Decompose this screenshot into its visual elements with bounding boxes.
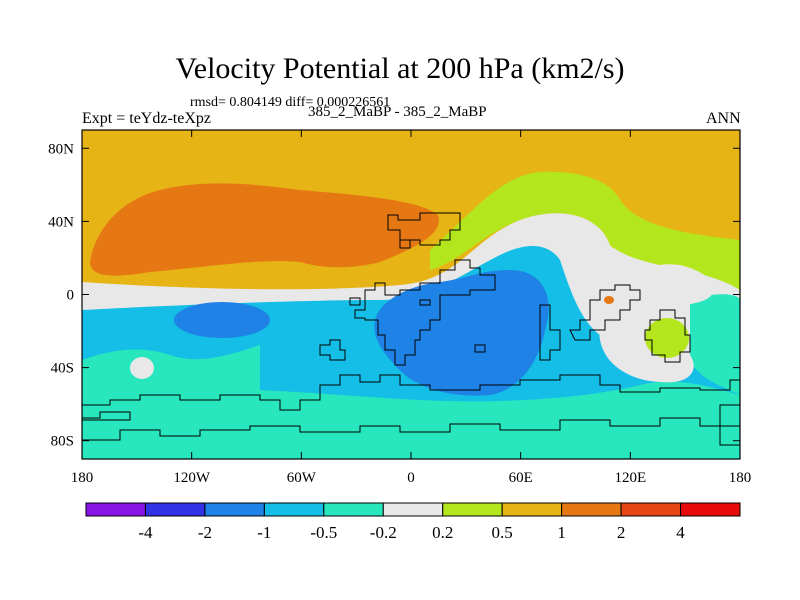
colorbar-label: -0.5: [310, 523, 337, 542]
colorbar-swatch: [620, 502, 682, 517]
colorbar-swatch: [680, 502, 741, 517]
colorbar-label: 2: [617, 523, 626, 542]
colorbar-label: -2: [198, 523, 212, 542]
axes: 180 120W 60W 0 60E 120E 180 80N 40N 0 40S 80S: [48, 130, 751, 486]
region-white-patch-1: [130, 357, 154, 379]
colorbar-swatch: [144, 502, 206, 517]
colorbar-label: -1: [257, 523, 271, 542]
x-tick-label: 180: [71, 470, 94, 486]
x-tick-label: 0: [407, 470, 415, 486]
colorbar-swatch: [204, 502, 265, 517]
region-small-maximum: [604, 296, 614, 304]
experiment-label: Expt = teYdz-teXpz: [82, 110, 211, 127]
colorbar-swatch: [323, 502, 384, 517]
colorbar-label: -4: [138, 523, 153, 542]
colorbar-swatch: [85, 502, 146, 517]
colorbar: -4 -2 -1 -0.5 -0.2 0.2 0.5 1 2 4: [85, 502, 741, 542]
x-tick-label: 120E: [614, 470, 646, 486]
x-tick-label: 180: [729, 470, 752, 486]
y-tick-label: 80N: [48, 141, 74, 157]
case-label: 385_2_MaBP - 385_2_MaBP: [308, 104, 487, 120]
x-tick-label: 60E: [509, 470, 533, 486]
y-tick-label: 40N: [48, 214, 74, 230]
region-africa-indian-minimum: [374, 270, 549, 396]
y-tick-label: 0: [67, 288, 75, 304]
region-green-spot: [645, 318, 689, 358]
x-tick-label: 120W: [173, 470, 211, 486]
contour-fill: [82, 130, 740, 459]
stats-label: rmsd= 0.804149 diff= 0.000226561: [190, 95, 391, 110]
colorbar-swatch: [263, 502, 325, 517]
y-tick-label: 80S: [51, 434, 74, 450]
region-white-patch-2: [599, 264, 715, 383]
colorbar-swatch: [501, 502, 563, 517]
region-southern-band-3: [690, 294, 740, 395]
colorbar-label: 4: [676, 523, 685, 542]
colorbar-swatch: [561, 502, 622, 517]
season-label: ANN: [706, 110, 741, 127]
coastline-outlines: [82, 212, 740, 446]
colorbar-label: 0.5: [492, 523, 513, 542]
region-north-maximum: [90, 183, 439, 276]
region-southern-band-2: [82, 345, 260, 400]
region-pacific-minimum: [174, 302, 270, 338]
colorbar-label: 1: [557, 523, 566, 542]
x-tick-label: 60W: [287, 470, 317, 486]
region-east-asia-band: [430, 171, 740, 290]
colorbar-label: -0.2: [370, 523, 397, 542]
region-southern-band: [82, 381, 740, 459]
y-tick-label: 40S: [51, 361, 74, 377]
chart-title: Velocity Potential at 200 hPa (km2/s): [175, 52, 625, 85]
colorbar-swatch: [442, 502, 503, 517]
colorbar-label: 0.2: [432, 523, 453, 542]
colorbar-swatch: [382, 502, 444, 517]
